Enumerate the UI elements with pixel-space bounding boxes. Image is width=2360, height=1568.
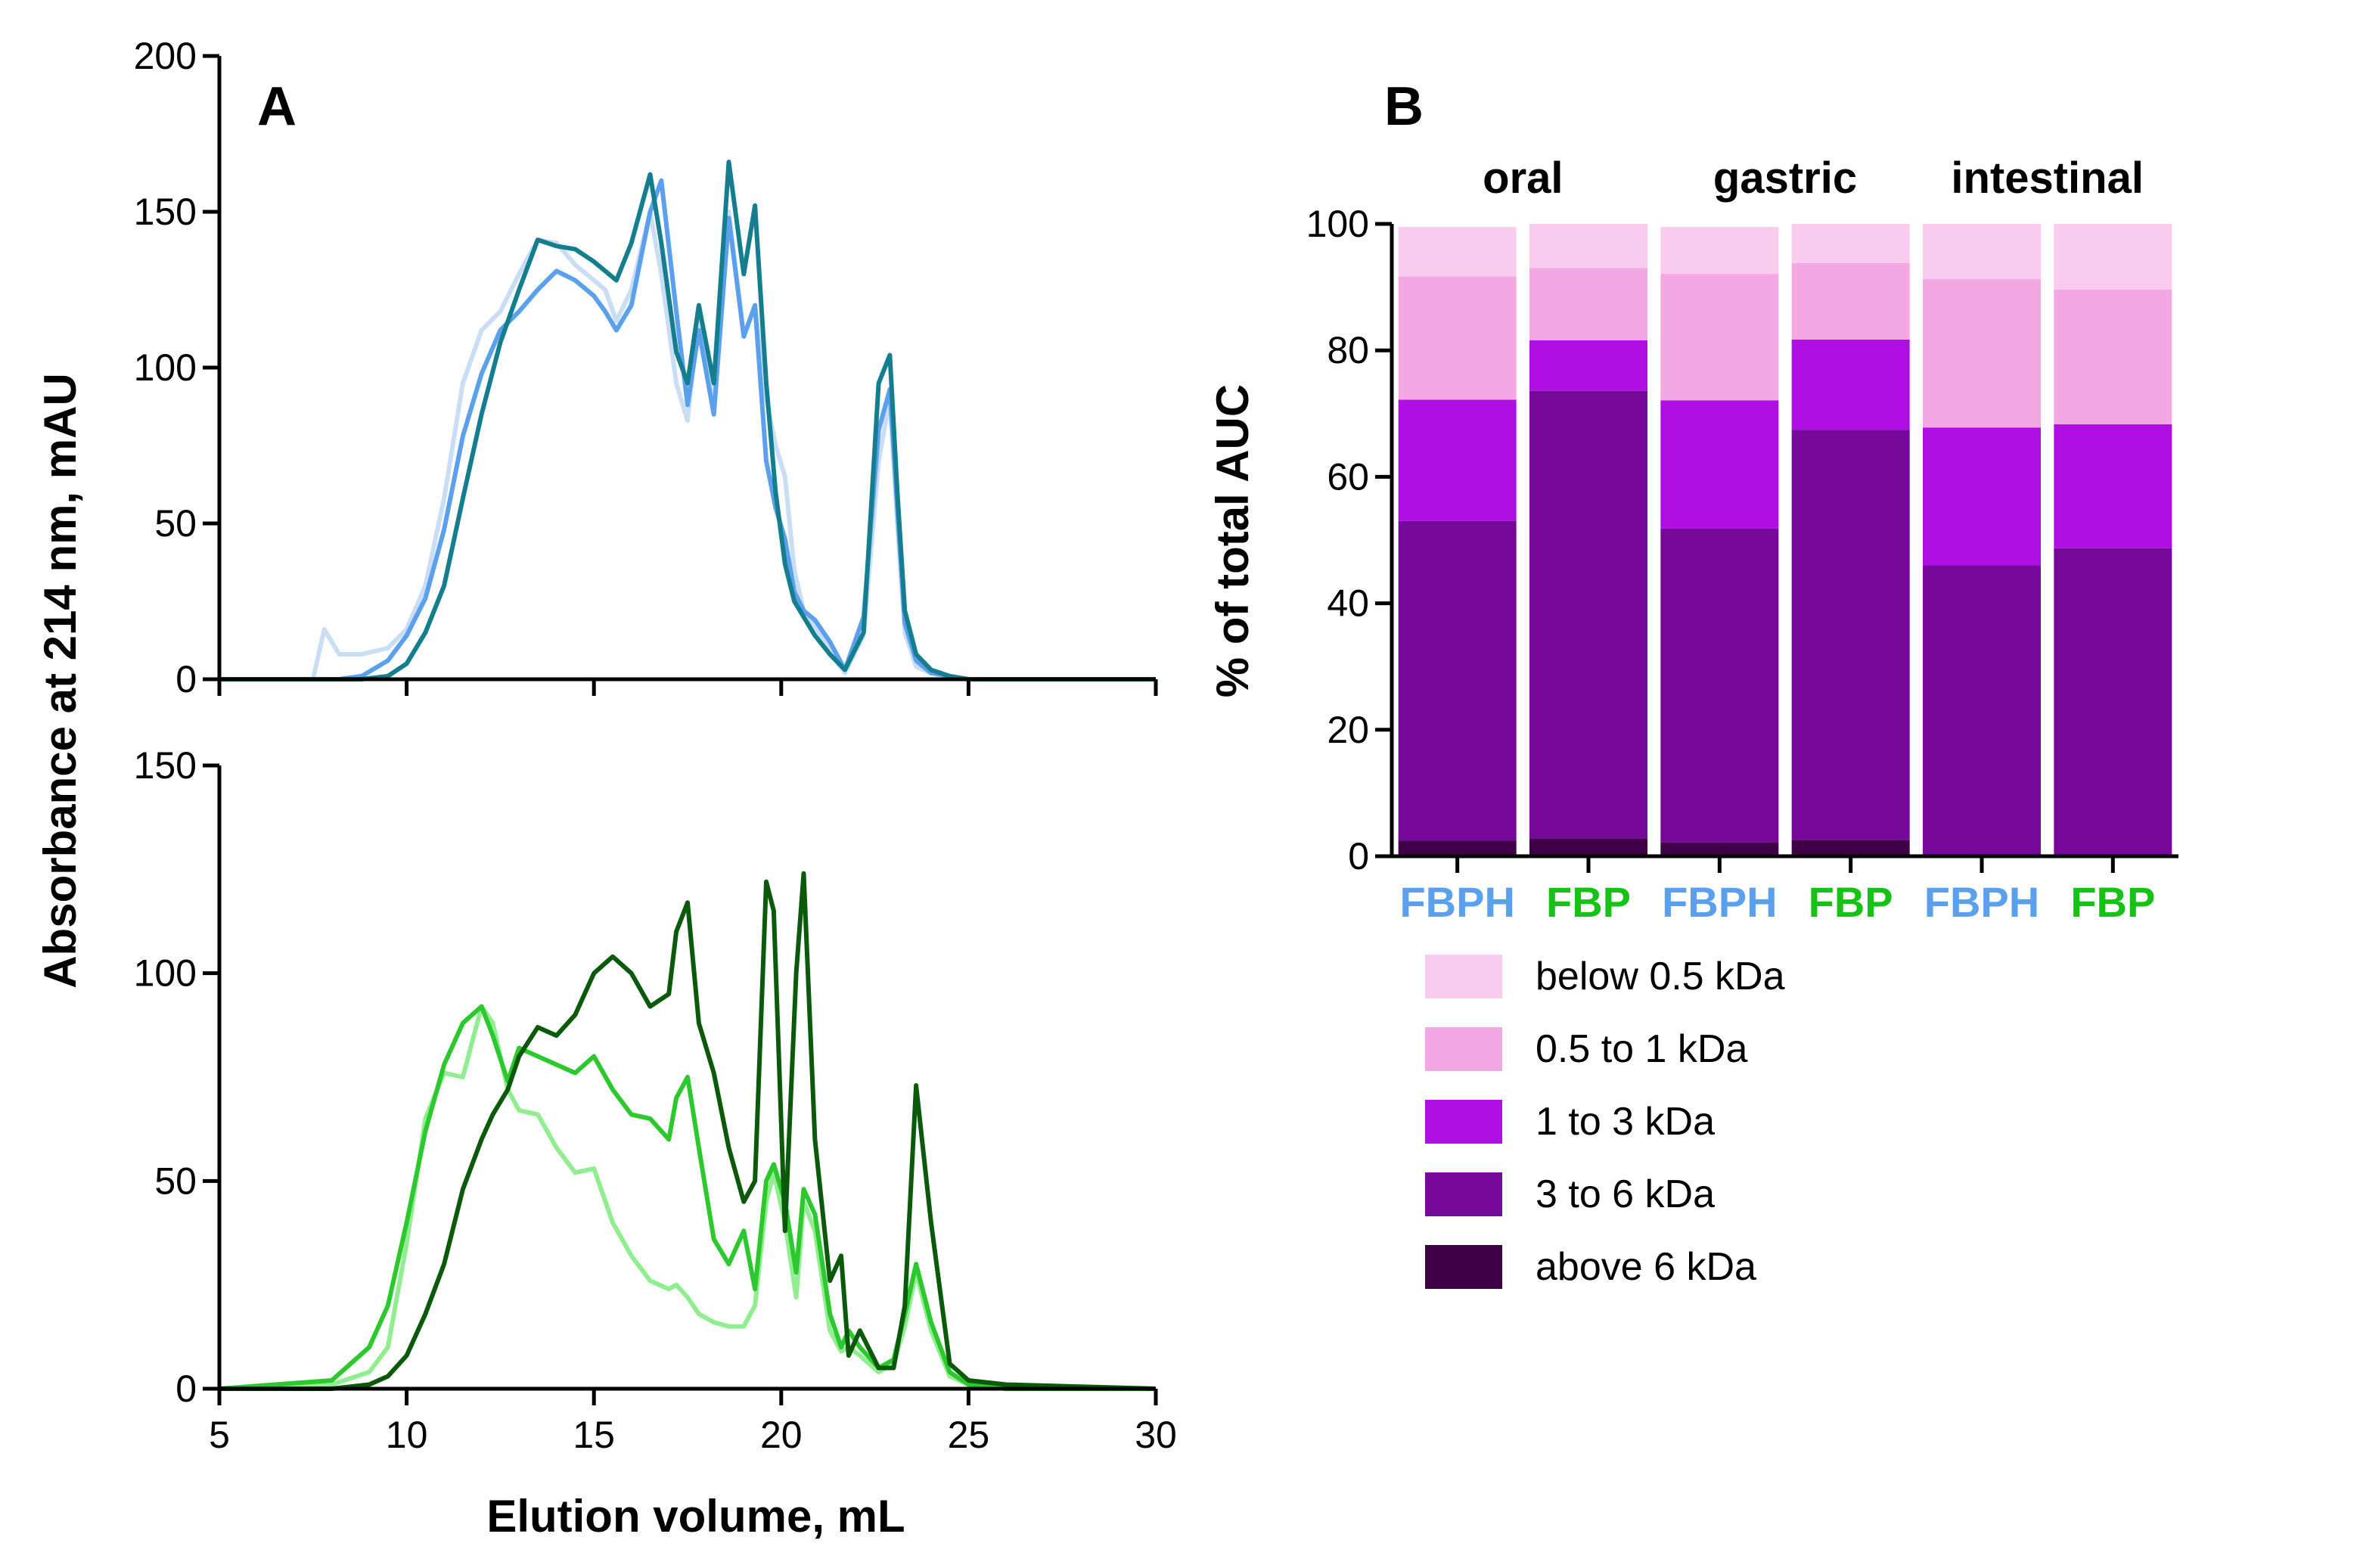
- series-line-oral: [219, 1004, 1156, 1391]
- plot-bottom-chromatogram: 0 50 100 150 5 10 15 20 25 30: [134, 744, 1177, 1456]
- panel-b: B % of total AUC FBPH FBP FBPH FBP FBPH FBP or…: [1207, 76, 2178, 1289]
- y-tick-label: 50: [154, 1160, 197, 1202]
- bar-segment-below-05-kDa: [1791, 224, 1910, 263]
- y-tick-label: 100: [1306, 203, 1369, 245]
- x-tick-label: 30: [1135, 1414, 1177, 1456]
- y-tick-label: 100: [134, 346, 197, 389]
- y-tick-label: 150: [134, 191, 197, 233]
- series-line-gastric: [219, 178, 1156, 682]
- category-label: FBPH: [1399, 878, 1514, 926]
- series-line-intestinal: [219, 160, 1156, 682]
- bar-segment-above-6-kDa: [1398, 840, 1517, 856]
- group-label-intestinal: intestinal: [1951, 154, 2144, 203]
- bar-segment-above-6-kDa: [1791, 840, 1910, 856]
- y-tick-label: 60: [1327, 455, 1369, 498]
- category-label: FBP: [2070, 878, 2155, 926]
- bar-segment-05-to-1-kDa: [1398, 276, 1517, 400]
- y-tick-label: 150: [134, 744, 197, 787]
- bar-segment-3-to-6-kDa: [1923, 565, 2041, 856]
- x-tick-label: 10: [386, 1414, 428, 1456]
- bar-segment-1-to-3-kDa: [1398, 399, 1517, 521]
- bar-segment-1-to-3-kDa: [1529, 340, 1647, 391]
- category-label: FBPH: [1662, 878, 1777, 926]
- stacked-bar-plot: FBPH FBP FBPH FBP FBPH FBP oral gastric intestin…: [1306, 154, 2178, 926]
- bar-segment-below-05-kDa: [1660, 227, 1779, 275]
- bar-segment-3-to-6-kDa: [1660, 528, 1779, 843]
- bar-segment-3-to-6-kDa: [1791, 430, 1910, 840]
- bar-segment-below-05-kDa: [2054, 224, 2172, 290]
- bar-segment-05-to-1-kDa: [1791, 262, 1910, 340]
- x-tick-label: 15: [573, 1414, 615, 1456]
- y-tick-label: 0: [175, 1368, 197, 1410]
- panel-label-b: B: [1384, 76, 1424, 137]
- y-tick-label: 0: [175, 658, 197, 700]
- legend-swatch: [1425, 955, 1502, 998]
- y-tick-label: 0: [1348, 835, 1369, 877]
- y-axis-title-a: Absorbance at 214 nm, mAU: [35, 373, 85, 989]
- bar-segment-3-to-6-kDa: [1398, 520, 1517, 841]
- x-tick-label: 25: [948, 1414, 990, 1456]
- legend: below 0.5 kDa 0.5 to 1 kDa 1 to 3 kDa 3 to …: [1425, 955, 1785, 1289]
- bar-segment-05-to-1-kDa: [1660, 274, 1779, 401]
- legend-swatch: [1425, 1172, 1502, 1216]
- group-label-gastric: gastric: [1713, 154, 1857, 203]
- bar-segment-above-6-kDa: [1529, 838, 1647, 856]
- category-label: FBPH: [1924, 878, 2039, 926]
- bar-segment-below-05-kDa: [1923, 224, 2041, 279]
- y-tick-label: 200: [134, 35, 197, 77]
- y-tick-label: 20: [1327, 709, 1369, 751]
- series-line-oral: [219, 210, 1156, 682]
- panel-label-a: A: [257, 76, 297, 137]
- bar-segment-1-to-3-kDa: [1923, 427, 2041, 566]
- y-tick-label: 40: [1327, 582, 1369, 625]
- bar-segment-above-6-kDa: [1660, 842, 1779, 856]
- y-tick-label: 100: [134, 952, 197, 995]
- legend-label: 3 to 6 kDa: [1536, 1172, 1715, 1216]
- bar-segment-05-to-1-kDa: [1529, 268, 1647, 340]
- x-tick-label: 5: [209, 1414, 230, 1456]
- y-axis-title-b: % of total AUC: [1207, 384, 1258, 697]
- legend-label: below 0.5 kDa: [1536, 955, 1785, 998]
- bar-segment-3-to-6-kDa: [2054, 548, 2172, 856]
- series-line-gastric: [219, 1004, 1156, 1391]
- legend-swatch: [1425, 1100, 1502, 1144]
- y-tick-label: 50: [154, 502, 197, 545]
- bar-segment-05-to-1-kDa: [1923, 278, 2041, 428]
- legend-label: 0.5 to 1 kDa: [1536, 1027, 1747, 1071]
- legend-swatch: [1425, 1027, 1502, 1071]
- bar-segment-below-05-kDa: [1398, 227, 1517, 277]
- bar-segment-below-05-kDa: [1529, 224, 1647, 269]
- category-label: FBP: [1809, 878, 1893, 926]
- legend-label: 1 to 3 kDa: [1536, 1100, 1715, 1144]
- plot-top-chromatogram: 0 50 100 150 200: [134, 35, 1158, 700]
- y-tick-label: 80: [1327, 329, 1369, 371]
- bar-segment-05-to-1-kDa: [2054, 289, 2172, 425]
- legend-label: above 6 kDa: [1536, 1245, 1756, 1289]
- series-line-intestinal: [219, 871, 1157, 1391]
- group-label-oral: oral: [1483, 154, 1563, 203]
- legend-swatch: [1425, 1245, 1502, 1289]
- bar-segment-1-to-3-kDa: [2054, 424, 2172, 548]
- bar-segment-1-to-3-kDa: [1791, 339, 1910, 430]
- panel-a: A Absorbance at 214 nm, mAU Elution volu…: [35, 35, 1177, 1542]
- bar-segment-3-to-6-kDa: [1529, 390, 1647, 839]
- category-label: FBP: [1546, 878, 1631, 926]
- x-axis-title-a: Elution volume, mL: [486, 1491, 905, 1542]
- bar-segment-1-to-3-kDa: [1660, 400, 1779, 529]
- x-tick-label: 20: [760, 1414, 803, 1456]
